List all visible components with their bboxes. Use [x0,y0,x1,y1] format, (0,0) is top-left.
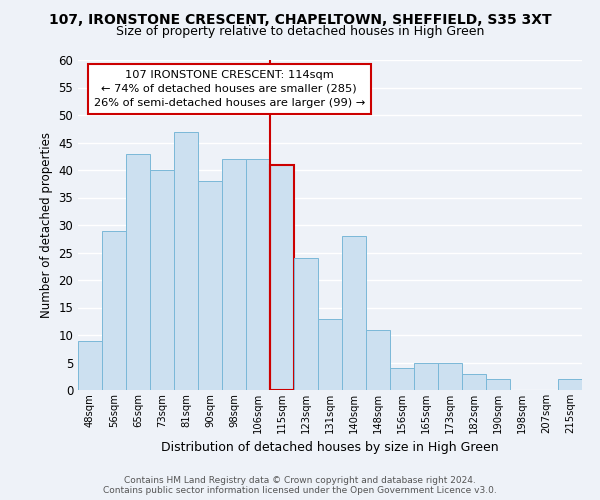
Bar [198,181,222,390]
Bar [558,379,582,390]
Bar [438,362,462,390]
Bar [366,330,390,390]
Bar [174,132,198,390]
Bar [318,318,342,390]
Text: 107, IRONSTONE CRESCENT, CHAPELTOWN, SHEFFIELD, S35 3XT: 107, IRONSTONE CRESCENT, CHAPELTOWN, SHE… [49,12,551,26]
Text: Size of property relative to detached houses in High Green: Size of property relative to detached ho… [116,25,484,38]
Bar [414,362,438,390]
Bar [150,170,174,390]
Bar [486,379,510,390]
Y-axis label: Number of detached properties: Number of detached properties [40,132,53,318]
Bar [462,374,486,390]
Bar [390,368,414,390]
Bar [78,340,102,390]
Text: 107 IRONSTONE CRESCENT: 114sqm
← 74% of detached houses are smaller (285)
26% of: 107 IRONSTONE CRESCENT: 114sqm ← 74% of … [94,70,365,108]
Bar [342,236,366,390]
Bar [270,164,294,390]
Bar [126,154,150,390]
Text: Contains HM Land Registry data © Crown copyright and database right 2024.
Contai: Contains HM Land Registry data © Crown c… [103,476,497,495]
Bar [102,230,126,390]
Bar [294,258,318,390]
Bar [222,159,246,390]
X-axis label: Distribution of detached houses by size in High Green: Distribution of detached houses by size … [161,442,499,454]
Bar [246,159,270,390]
